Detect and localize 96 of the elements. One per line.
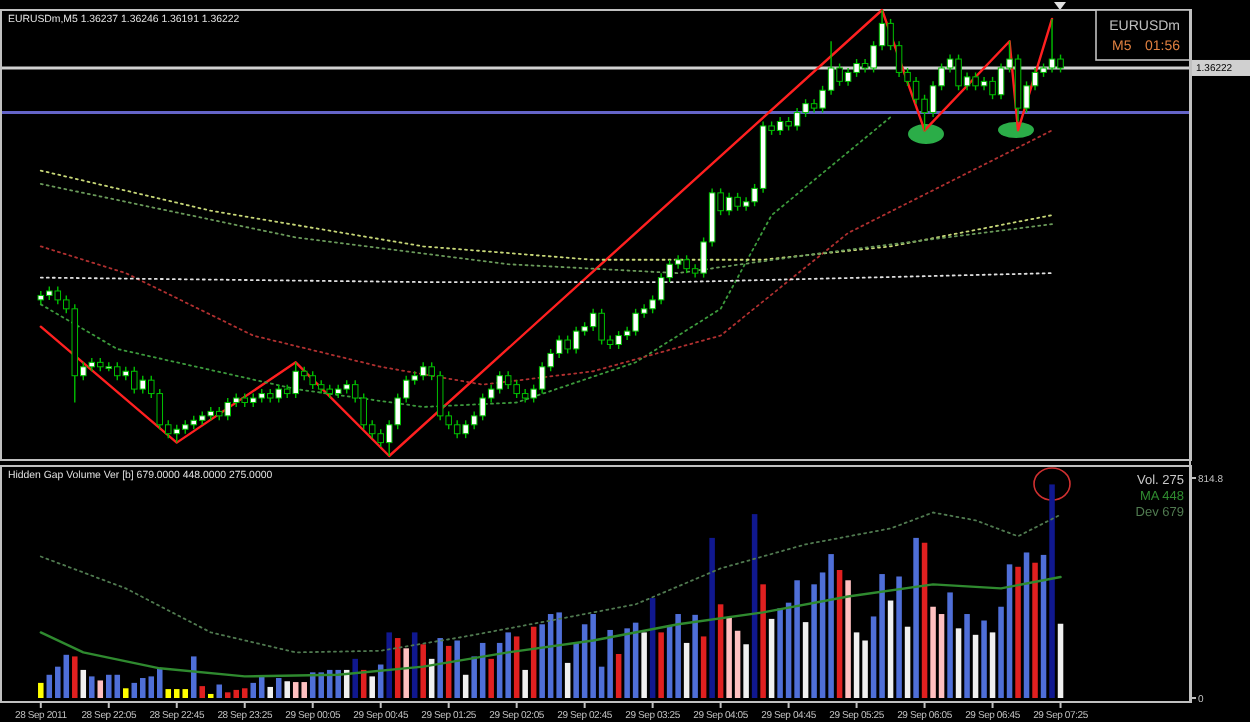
bar [658, 632, 664, 698]
line-series [39, 511, 1062, 654]
bar [190, 656, 197, 698]
bar [369, 676, 375, 698]
bar [522, 669, 528, 698]
bar [199, 686, 206, 698]
candlestick [436, 370, 444, 422]
bar [250, 682, 256, 698]
bar [1057, 623, 1064, 698]
candlestick [725, 192, 733, 216]
bar [726, 617, 732, 698]
bar [140, 678, 146, 698]
bar [947, 592, 953, 698]
bar [828, 554, 834, 698]
bar [955, 628, 962, 698]
candlestick [912, 76, 920, 105]
bar [1049, 484, 1055, 698]
bar [743, 644, 749, 698]
bar [123, 688, 129, 698]
bar [173, 689, 180, 698]
bar [692, 614, 698, 698]
bar [845, 580, 851, 698]
candlestick [793, 107, 801, 132]
bar [913, 537, 919, 698]
bar [777, 608, 783, 698]
candlestick [555, 334, 563, 359]
bar [896, 576, 902, 698]
candlestick [657, 272, 665, 306]
bar [641, 632, 647, 698]
bar [590, 614, 596, 698]
bar [157, 668, 163, 698]
bar [683, 642, 690, 698]
candlestick [836, 62, 843, 87]
candlestick [1048, 18, 1056, 74]
bar [224, 692, 231, 698]
bar [964, 614, 970, 698]
bar [904, 626, 911, 698]
bar [352, 658, 358, 698]
bar [114, 674, 121, 698]
bar [241, 688, 248, 698]
bar [981, 620, 987, 698]
bar [454, 640, 460, 698]
bar [615, 653, 622, 698]
bar [938, 614, 945, 698]
bar [675, 614, 681, 698]
bar [403, 648, 409, 698]
candlestick [572, 325, 580, 355]
bar [488, 658, 494, 698]
bar [862, 640, 868, 698]
bar [1015, 566, 1021, 698]
bar [182, 689, 189, 698]
bar [802, 622, 809, 698]
bar [437, 638, 443, 698]
bar [607, 629, 613, 698]
bar [165, 689, 172, 698]
candlestick [955, 53, 962, 91]
bar [556, 612, 562, 698]
candlestick [997, 62, 1005, 100]
bar [879, 574, 885, 698]
bar [1032, 562, 1038, 698]
bar [505, 632, 511, 698]
bar [38, 682, 44, 698]
bar [63, 654, 70, 698]
bar [768, 618, 775, 698]
bar [972, 634, 979, 698]
bar [335, 669, 341, 698]
bar [46, 674, 53, 698]
bar [624, 628, 630, 698]
bar [89, 676, 95, 698]
line-series [39, 575, 1062, 678]
bar [97, 680, 104, 698]
bar [267, 686, 273, 698]
bar [80, 669, 87, 698]
bar [386, 632, 392, 698]
candlestick [156, 388, 164, 430]
bar [709, 537, 715, 698]
bar [930, 606, 936, 698]
bar [292, 682, 299, 698]
bar [700, 636, 707, 698]
bar [794, 580, 800, 698]
bar [318, 672, 324, 698]
bar [284, 681, 290, 698]
bar [420, 644, 426, 698]
bar [106, 674, 112, 698]
bar [275, 678, 282, 698]
bar [760, 584, 766, 698]
candlestick [538, 361, 546, 395]
bar [216, 684, 223, 698]
bar [301, 682, 307, 698]
bar [564, 662, 571, 698]
bar [887, 600, 894, 698]
bar [853, 632, 860, 698]
bar [989, 632, 996, 698]
bar [72, 656, 78, 698]
bar [462, 674, 469, 698]
bar [148, 676, 155, 698]
